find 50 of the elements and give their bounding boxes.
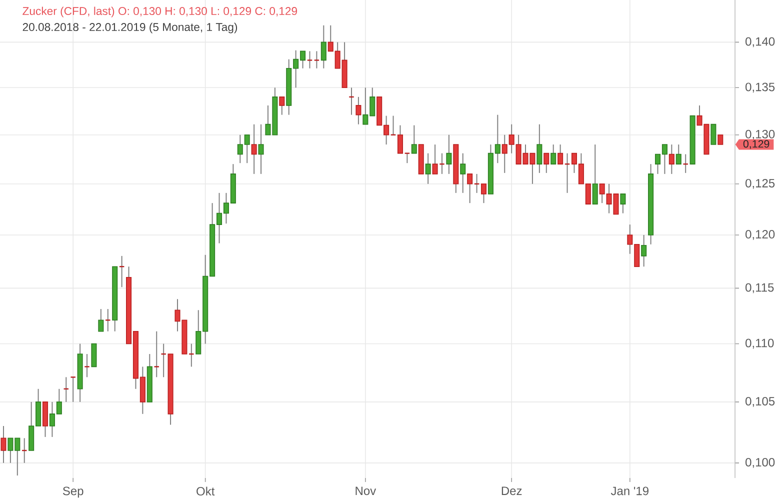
candlestick bbox=[84, 354, 90, 378]
x-tick-label: Dez bbox=[502, 486, 522, 496]
text: 20.08.2018 - 22.01.2019 (5 Monate, 1 Tag) bbox=[22, 22, 238, 34]
candlestick bbox=[390, 115, 396, 136]
candlestick bbox=[320, 24, 326, 69]
y-tick-label: 0,110 bbox=[746, 338, 774, 349]
y-tick-label: 0,105 bbox=[746, 396, 775, 407]
candlestick bbox=[425, 152, 431, 184]
x-tick-label: Sep bbox=[62, 486, 84, 498]
candlestick bbox=[641, 234, 647, 268]
candlestick bbox=[668, 144, 674, 174]
candlestick bbox=[718, 134, 724, 145]
y-tick-label: 0,135 bbox=[746, 82, 775, 93]
candlestick bbox=[558, 144, 564, 165]
candlestick bbox=[306, 50, 313, 69]
candlestick bbox=[550, 144, 556, 165]
x-tick-label: Okt bbox=[196, 486, 215, 496]
x-tick-label: Nov bbox=[356, 486, 376, 496]
candlestick bbox=[592, 144, 598, 205]
candlestick bbox=[710, 124, 716, 145]
candlestick bbox=[397, 124, 403, 154]
candlestick bbox=[480, 183, 487, 204]
candlestick bbox=[356, 96, 362, 125]
candlestick bbox=[154, 330, 160, 378]
candlestick bbox=[0, 426, 6, 464]
candlestick bbox=[536, 124, 542, 174]
candlestick bbox=[446, 134, 452, 174]
candlestick bbox=[676, 144, 682, 165]
y-tick-label: 0,100 bbox=[746, 458, 775, 468]
candlestick bbox=[98, 308, 104, 332]
candlestick bbox=[467, 173, 473, 204]
text: Zucker (CFD, last) O: 0,130 H: 0,130 L: 0,129 C: 0,129 bbox=[22, 6, 297, 18]
candlestick bbox=[544, 152, 550, 174]
candlestick bbox=[279, 96, 285, 116]
candlestick bbox=[460, 152, 466, 194]
y-tick-label: 0,140 bbox=[746, 37, 775, 48]
candlestick bbox=[404, 152, 410, 164]
y-tick-label: 0,125 bbox=[746, 178, 775, 189]
candlestick bbox=[411, 124, 417, 154]
candlestick bbox=[70, 376, 76, 402]
y-tick-label: 0,115 bbox=[746, 283, 774, 294]
candlestick bbox=[314, 50, 320, 69]
x-tick-label: Jan '19 bbox=[610, 486, 648, 496]
y-tick-label: 0,120 bbox=[746, 230, 775, 240]
y-tick-label: 0,130 bbox=[746, 130, 775, 140]
candlestick bbox=[620, 193, 626, 214]
candlestick bbox=[251, 124, 257, 174]
candlestick bbox=[91, 343, 97, 368]
candlestick bbox=[258, 124, 264, 174]
text: 0,129 bbox=[743, 140, 770, 149]
